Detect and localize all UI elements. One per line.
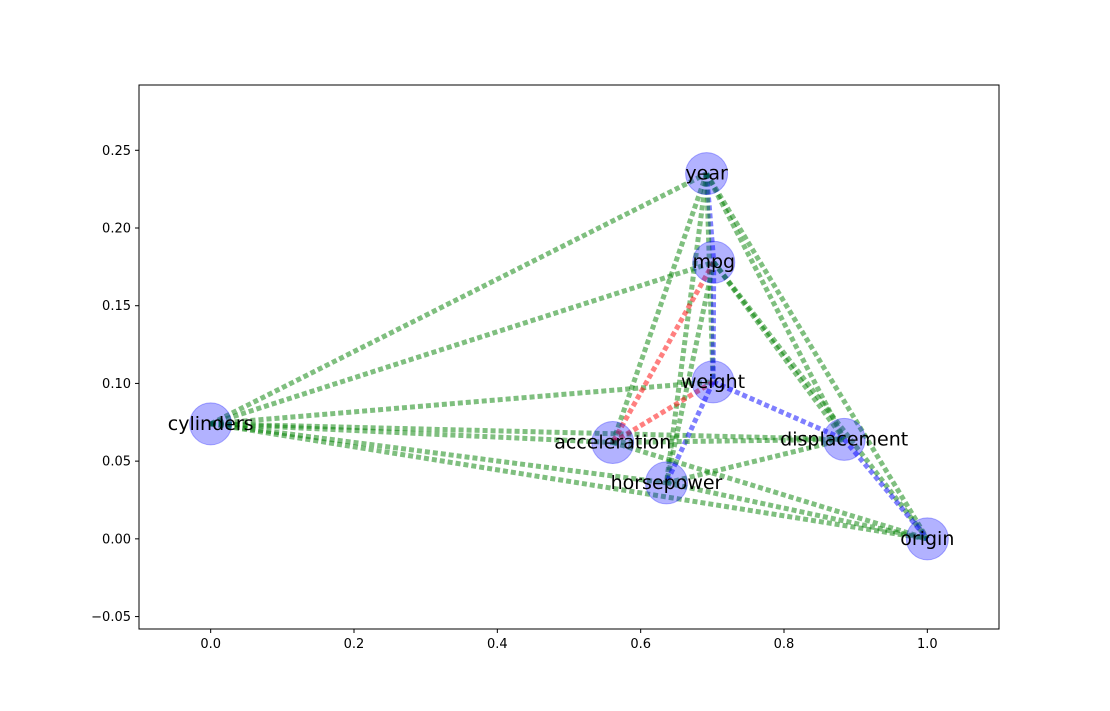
node-label-horsepower: horsepower (611, 472, 723, 494)
x-tick-label: 0.0 (200, 637, 221, 652)
x-tick-label: 0.8 (774, 637, 795, 652)
node-label-year: year (685, 163, 728, 185)
edge-mpg-horsepower (664, 261, 717, 484)
edge-cylinders-displacement (210, 421, 845, 442)
node-label-mpg: mpg (692, 251, 735, 273)
edge-year-displacement (704, 172, 847, 441)
y-tick-label: 0.20 (102, 221, 131, 236)
node-label-cylinders: cylinders (168, 413, 254, 435)
edge-weight-horsepower (664, 380, 716, 484)
edge-horsepower-displacement (665, 436, 845, 486)
node-cylinders (189, 402, 233, 446)
edge-year-horsepower (663, 173, 710, 484)
edge-year-origin (704, 172, 930, 541)
x-tick-label: 0.2 (344, 637, 365, 652)
y-tick-label: 0.00 (102, 532, 131, 547)
edge-mpg-origin (711, 260, 930, 541)
node-label-acceleration: acceleration (554, 431, 671, 453)
edge-weight-acceleration (611, 379, 715, 445)
plot-frame (138, 84, 1000, 630)
edge-cylinders-origin (210, 421, 928, 542)
node-acceleration (591, 420, 635, 464)
y-tick-label: 0.10 (102, 377, 131, 392)
y-tick-label: 0.05 (102, 455, 131, 470)
y-axis: −0.05 0.00 0.05 0.10 0.15 0.20 0.25 (91, 144, 139, 625)
nodes-layer (189, 152, 949, 561)
x-tick-label: 1.0 (917, 637, 938, 652)
node-displacement (822, 417, 866, 461)
node-horsepower (644, 461, 688, 505)
node-mpg (692, 240, 736, 284)
edges-layer (209, 171, 930, 542)
y-tick-label: 0.15 (102, 299, 131, 314)
edge-horsepower-origin (665, 480, 928, 542)
x-tick-label: 0.4 (487, 637, 508, 652)
x-axis: 0.0 0.2 0.4 0.6 0.8 1.0 (200, 629, 938, 652)
node-year (685, 152, 729, 196)
edge-acceleration-origin (611, 440, 929, 542)
node-weight (691, 360, 735, 404)
labels-layer: cylinders year mpg weight acceleration displa… (168, 163, 955, 550)
node-label-weight: weight (681, 371, 745, 393)
x-tick-label: 0.6 (630, 637, 651, 652)
edge-acceleration-displacement (612, 436, 845, 445)
plot-area (139, 85, 999, 629)
edge-mpg-acceleration (610, 260, 716, 444)
node-origin (905, 517, 949, 561)
node-label-origin: origin (900, 528, 954, 550)
edge-displacement-origin (842, 437, 930, 541)
edge-mpg-weight (710, 262, 717, 382)
y-tick-label: 0.25 (102, 144, 131, 159)
edge-cylinders-mpg (209, 259, 715, 427)
node-label-displacement: displacement (780, 428, 908, 450)
y-tick-label: −0.05 (91, 610, 131, 625)
edge-cylinders-year (209, 171, 708, 427)
